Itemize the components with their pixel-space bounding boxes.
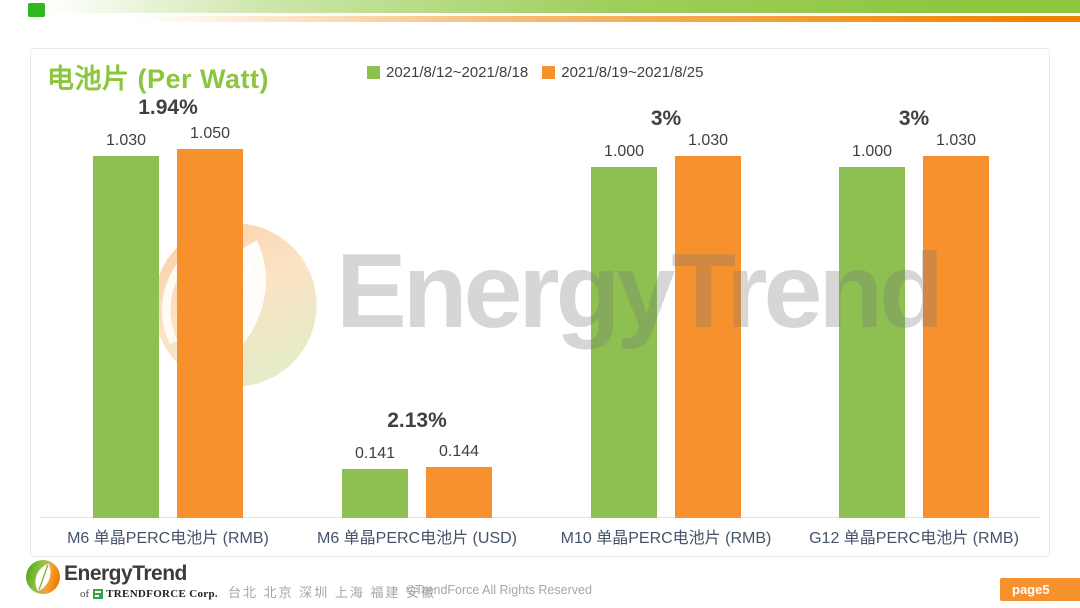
legend-item-current-week: 2021/8/19~2021/8/25 <box>542 64 703 81</box>
value-label: 1.000 <box>603 143 645 160</box>
category-label: M10 单晶PERC电池片 (RMB) <box>560 530 772 547</box>
bar-previous-week <box>839 167 905 518</box>
trendforce-corp-label: TRENDFORCE Corp. <box>106 588 218 600</box>
top-green-ribbon <box>45 0 1080 13</box>
trendforce-logo-icon <box>93 589 104 599</box>
corner-green-square <box>28 3 45 17</box>
value-label: 1.030 <box>105 132 147 149</box>
bar-group-2: 0.141 0.144 2.13% M6 单晶PERC电池片 (USD) <box>292 49 542 556</box>
value-label: 1.030 <box>935 132 977 149</box>
value-label: 0.144 <box>438 443 480 460</box>
bar-group-4: 1.000 1.030 3% G12 单晶PERC电池片 (RMB) <box>789 49 1039 556</box>
legend-swatch-orange <box>542 66 556 79</box>
x-axis-baseline <box>39 517 1041 518</box>
category-label: G12 单晶PERC电池片 (RMB) <box>809 530 1019 547</box>
bar-current-week <box>177 149 243 518</box>
bar-previous-week <box>342 469 408 518</box>
office-locations: 台北 北京 深圳 上海 福建 安徽 <box>228 585 437 600</box>
energytrend-wordmark: EnergyTrend <box>64 562 187 585</box>
change-percent-label: 3% <box>898 107 930 130</box>
legend-swatch-green <box>367 66 380 79</box>
change-percent-label: 3% <box>650 107 682 130</box>
chart-title: 电池片 (Per Watt) <box>47 64 269 94</box>
change-percent-label: 1.94% <box>138 96 198 119</box>
bar-current-week <box>923 156 989 518</box>
chart-area: 1.030 1.050 1.94% M6 单晶PERC电池片 (RMB) 0.141 0.… <box>31 49 1049 556</box>
bar-current-week <box>675 156 741 518</box>
value-label: 0.141 <box>354 445 396 462</box>
bar-previous-week <box>591 167 657 518</box>
value-label: 1.000 <box>851 143 893 160</box>
bar-group-3: 1.000 1.030 3% M10 单晶PERC电池片 (RMB) <box>541 49 791 556</box>
page-number-badge: page5 <box>1000 578 1080 601</box>
trendforce-corp-line: of TRENDFORCE Corp. <box>80 588 218 600</box>
chart-card: 电池片 (Per Watt) 2021/8/12~2021/8/18 2021/… <box>30 48 1050 557</box>
legend: 2021/8/12~2021/8/18 2021/8/19~2021/8/25 <box>367 64 703 81</box>
legend-label-current-week: 2021/8/19~2021/8/25 <box>561 64 704 81</box>
category-label: M6 单晶PERC电池片 (RMB) <box>67 530 269 547</box>
top-orange-ribbon <box>135 16 1080 22</box>
energytrend-logo-icon <box>26 560 60 599</box>
change-percent-label: 2.13% <box>387 409 447 432</box>
bar-previous-week <box>93 156 159 518</box>
bar-group-1: 1.030 1.050 1.94% M6 单晶PERC电池片 (RMB) <box>43 49 293 556</box>
of-label: of <box>80 588 90 600</box>
legend-label-previous-week: 2021/8/12~2021/8/18 <box>386 64 529 81</box>
copyright-notice: ©TrendForce All Rights Reserved <box>406 583 592 597</box>
legend-item-previous-week: 2021/8/12~2021/8/18 <box>367 64 528 81</box>
value-label: 1.050 <box>189 125 231 142</box>
value-label: 1.030 <box>687 132 729 149</box>
bar-current-week <box>426 467 492 518</box>
category-label: M6 单晶PERC电池片 (USD) <box>316 530 517 547</box>
